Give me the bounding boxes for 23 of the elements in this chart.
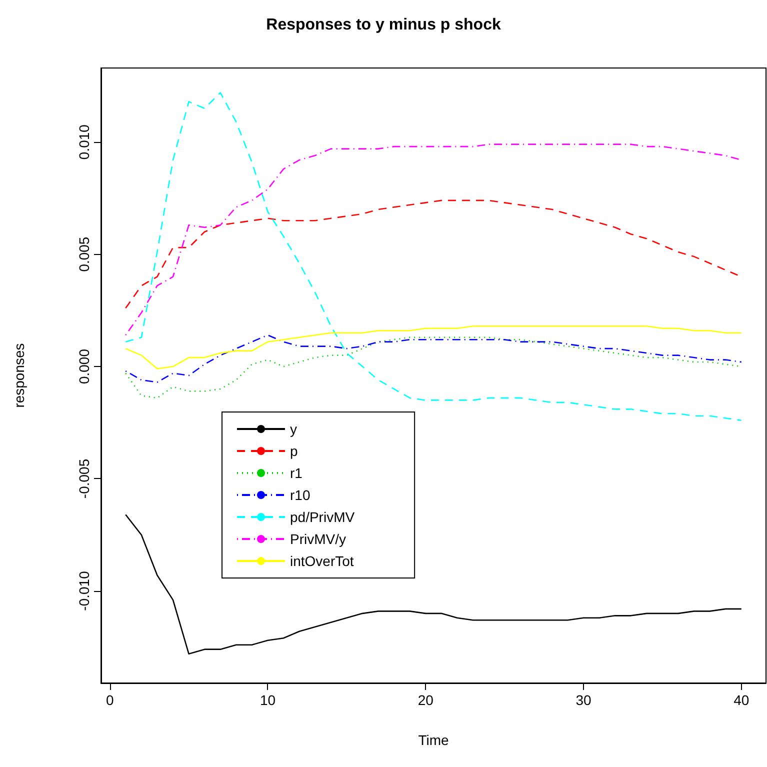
y-tick-label: 0.010 (76, 124, 92, 160)
x-tick-label: 20 (418, 692, 434, 708)
line-series (124, 334, 742, 383)
x-tick-label: 40 (734, 692, 750, 708)
y-tick-label: -0.005 (76, 458, 92, 499)
y-axis-title: responses (11, 343, 27, 408)
legend-label: intOverTot (290, 553, 354, 569)
legend-label: r10 (290, 487, 310, 503)
x-tick-label: 0 (106, 692, 114, 708)
legend-label: y (290, 421, 297, 437)
line-series (124, 325, 742, 370)
legend-label: PrivMV/y (290, 531, 346, 547)
x-tick-label: 10 (260, 692, 276, 708)
line-series (124, 92, 742, 422)
x-tick-label: 30 (576, 692, 592, 708)
legend-label: r1 (290, 465, 303, 481)
y-tick-label: 0.005 (76, 236, 92, 272)
legend-label: p (290, 443, 298, 459)
y-tick-label: 0.000 (76, 348, 92, 384)
chart-title: Responses to y minus p shock (266, 16, 501, 34)
x-axis-title: Time (418, 732, 450, 748)
legend-label: pd/PrivMV (290, 509, 356, 525)
y-tick-label: -0.010 (76, 570, 92, 611)
